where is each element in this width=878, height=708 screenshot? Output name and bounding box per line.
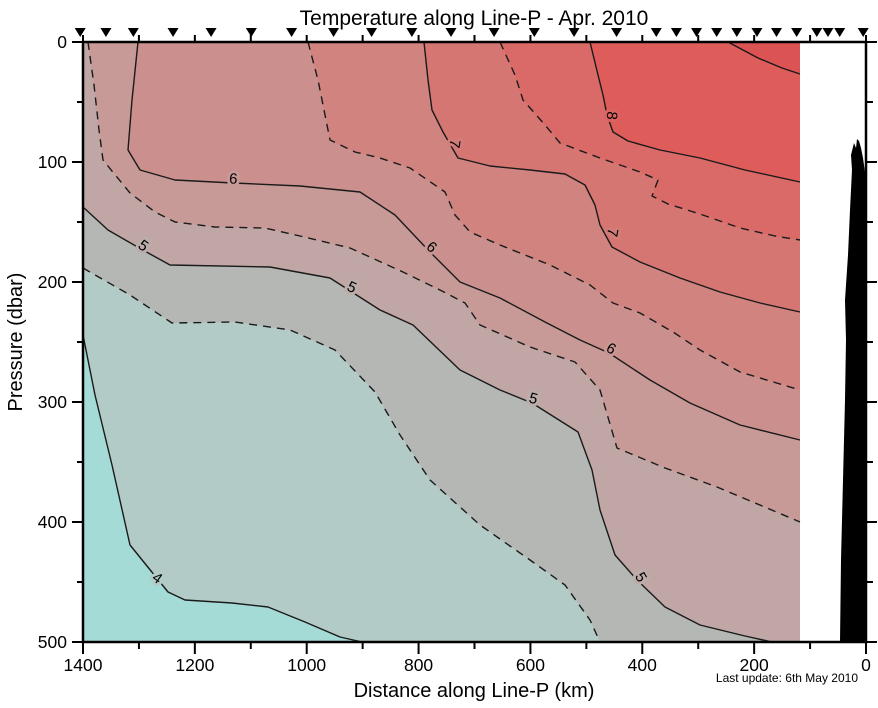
contour-line-4 xyxy=(82,334,363,643)
station-triangle-icon xyxy=(731,28,743,37)
y-tick-label: 500 xyxy=(38,632,67,652)
x-tick-label: 200 xyxy=(740,655,769,675)
y-axis-label: Pressure (dbar) xyxy=(5,273,27,412)
x-tick-label: 600 xyxy=(516,655,545,675)
x-tick-label: 0 xyxy=(861,655,871,675)
chart-title: Temperature along Line-P - Apr. 2010 xyxy=(300,7,649,30)
contour-label: 6 xyxy=(228,170,238,188)
last-update-note: Last update: 6th May 2010 xyxy=(716,671,858,685)
station-triangle-icon xyxy=(711,28,723,37)
contour-line-4p5 xyxy=(82,267,601,643)
contour-line-6 xyxy=(127,41,801,441)
station-markers xyxy=(74,28,869,37)
x-tick-label: 1000 xyxy=(287,655,326,675)
station-triangle-icon xyxy=(670,28,682,37)
station-triangle-icon xyxy=(611,28,623,37)
station-triangle-icon xyxy=(528,28,540,37)
x-tick-label: 1200 xyxy=(175,655,214,675)
station-triangle-icon xyxy=(328,28,340,37)
y-tick-label: 0 xyxy=(57,32,67,52)
contour-line-7p5 xyxy=(499,41,801,241)
contour-line-5p5 xyxy=(87,41,801,523)
station-triangle-icon xyxy=(857,28,869,37)
contour-line-8 xyxy=(589,41,801,183)
x-axis-label: Distance along Line-P (km) xyxy=(354,680,595,702)
station-triangle-icon xyxy=(100,28,112,37)
station-triangle-icon xyxy=(245,28,257,37)
plot-frame xyxy=(81,40,868,644)
contour-label: 8 xyxy=(603,111,621,121)
temperature-fill-bands xyxy=(83,42,800,642)
station-triangle-icon xyxy=(205,28,217,37)
station-triangle-icon xyxy=(445,28,457,37)
contour-line-corner xyxy=(727,41,801,75)
station-triangle-icon xyxy=(406,28,418,37)
station-triangle-icon xyxy=(74,28,86,37)
station-triangle-icon xyxy=(791,28,803,37)
station-triangle-icon xyxy=(650,28,662,37)
station-triangle-icon xyxy=(286,28,298,37)
y-tick-label: 200 xyxy=(38,272,67,292)
station-triangle-icon xyxy=(167,28,179,37)
band-corner-warmest xyxy=(728,42,800,74)
x-tick-label: 800 xyxy=(404,655,433,675)
y-tick-label: 400 xyxy=(38,512,67,532)
station-triangle-icon xyxy=(822,28,834,37)
contour-lines xyxy=(82,41,801,643)
x-tick-label: 1400 xyxy=(64,655,103,675)
contour-line-7 xyxy=(423,41,801,313)
bathymetry-silhouette xyxy=(840,139,866,642)
contour-line-5 xyxy=(82,206,773,643)
axis-tick-labels: 1400 1200 1000 800 600 400 200 0 0 100 200 300 400 50… xyxy=(38,32,871,675)
station-triangle-icon xyxy=(811,28,823,37)
station-triangle-icon xyxy=(834,28,846,37)
station-triangle-icon xyxy=(751,28,763,37)
station-triangle-icon xyxy=(771,28,783,37)
y-tick-label: 100 xyxy=(38,152,67,172)
contour-line-6p5 xyxy=(307,41,801,391)
station-triangle-icon xyxy=(568,28,580,37)
station-triangle-icon xyxy=(691,28,703,37)
y-tick-label: 300 xyxy=(38,392,67,412)
band-above-8 xyxy=(590,42,800,182)
station-triangle-icon xyxy=(366,28,378,37)
station-triangle-icon xyxy=(127,28,139,37)
station-triangle-icon xyxy=(488,28,500,37)
x-tick-label: 400 xyxy=(628,655,657,675)
